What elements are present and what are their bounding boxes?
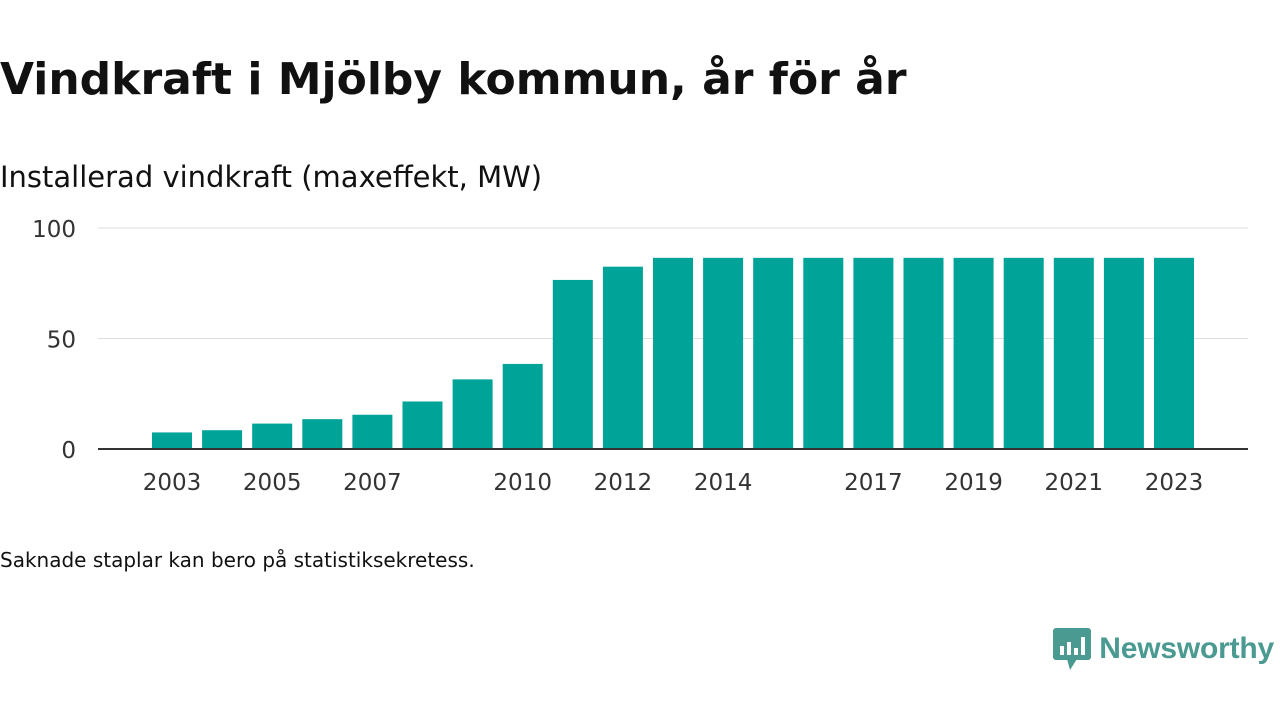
- bar-2013: [653, 257, 693, 449]
- bar-2010: [502, 363, 543, 449]
- bar-2005: [252, 423, 293, 449]
- bar-2006: [302, 419, 343, 449]
- y-tick-labels: 0 50 100: [32, 217, 76, 464]
- x-tick-label: 2012: [594, 470, 653, 496]
- bar-2008: [402, 401, 443, 449]
- bar-2022: [1103, 257, 1144, 449]
- bar-2023: [1154, 257, 1194, 449]
- bar-2018: [903, 257, 944, 449]
- x-tick-label: 2014: [694, 470, 753, 496]
- bar-2011: [552, 279, 593, 449]
- bar-2016: [803, 257, 844, 449]
- chart-title: Vindkraft i Mjölby kommun, år för år: [0, 54, 907, 105]
- bar-2012: [602, 266, 643, 449]
- x-tick-label: 2007: [343, 470, 402, 496]
- bar-2021: [1053, 257, 1094, 449]
- chart-subtitle: Installerad vindkraft (maxeffekt, MW): [0, 160, 543, 194]
- bar-2015: [753, 257, 794, 449]
- bar-2014: [703, 257, 744, 449]
- x-tick-labels: 2003 2005 2007 2010 2012 2014 2017 2019 2021 2023: [143, 470, 1204, 496]
- y-tick-label: 0: [61, 438, 76, 464]
- bars: [152, 257, 1194, 449]
- x-tick-label: 2010: [493, 470, 552, 496]
- bar-2020: [1003, 257, 1044, 449]
- bar-2019: [953, 257, 994, 449]
- x-tick-label: 2017: [844, 470, 903, 496]
- bar-chart-speech-bubble-icon: [1053, 628, 1092, 670]
- x-tick-label: 2005: [243, 470, 302, 496]
- x-tick-label: 2003: [143, 470, 202, 496]
- bar-2017: [853, 257, 894, 449]
- x-tick-label: 2023: [1145, 470, 1204, 496]
- bar-2009: [452, 379, 493, 449]
- bar-2003: [152, 432, 192, 449]
- brand-name: Newsworthy: [1099, 632, 1274, 665]
- bar-2004: [202, 430, 243, 449]
- y-tick-label: 100: [32, 217, 76, 243]
- bar-2007: [352, 414, 393, 449]
- y-tick-label: 50: [47, 328, 76, 354]
- x-tick-label: 2021: [1045, 470, 1104, 496]
- x-tick-label: 2019: [944, 470, 1003, 496]
- footnote: Saknade staplar kan bero på statistiksek…: [0, 548, 475, 572]
- brand-logo: Newsworthy: [1053, 628, 1274, 670]
